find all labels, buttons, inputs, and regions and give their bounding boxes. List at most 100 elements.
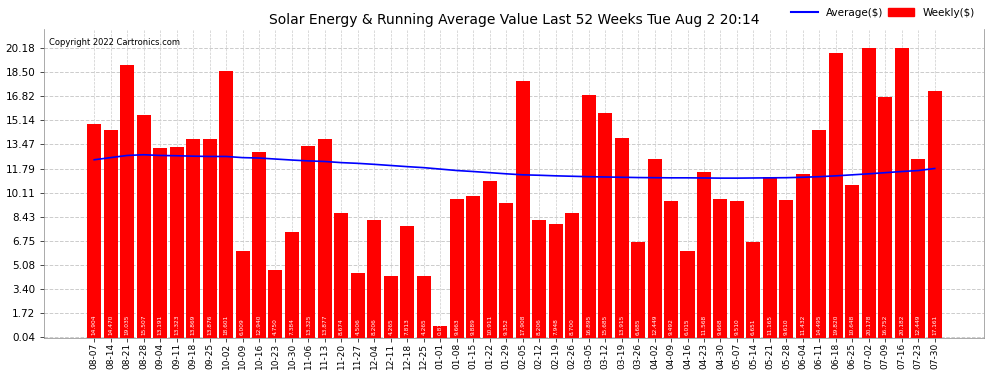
Bar [565, 213, 579, 338]
Bar [417, 276, 431, 338]
Text: 12.449: 12.449 [916, 314, 921, 335]
Bar [137, 115, 150, 338]
Bar [350, 273, 365, 338]
Bar [252, 152, 266, 338]
Text: 13.191: 13.191 [157, 315, 162, 335]
Bar [697, 172, 711, 338]
Bar [615, 138, 629, 338]
Text: Copyright 2022 Cartronics.com: Copyright 2022 Cartronics.com [50, 39, 180, 48]
Bar [219, 71, 233, 338]
Text: 6.685: 6.685 [636, 318, 641, 335]
Text: 20.182: 20.182 [899, 314, 904, 335]
Bar [318, 139, 332, 338]
Bar [434, 326, 447, 338]
Text: 7.813: 7.813 [405, 318, 410, 335]
Text: 10.648: 10.648 [849, 314, 854, 335]
Bar [516, 81, 530, 338]
Text: 13.323: 13.323 [174, 314, 179, 335]
Text: 11.165: 11.165 [767, 315, 772, 335]
Bar [268, 270, 282, 338]
Bar [400, 225, 415, 338]
Text: 9.663: 9.663 [454, 318, 459, 335]
Title: Solar Energy & Running Average Value Last 52 Weeks Tue Aug 2 20:14: Solar Energy & Running Average Value Las… [269, 13, 759, 27]
Bar [730, 201, 743, 338]
Text: 16.895: 16.895 [586, 314, 591, 335]
Bar [895, 48, 909, 338]
Bar [581, 95, 596, 338]
Text: 8.206: 8.206 [372, 318, 377, 335]
Text: 17.908: 17.908 [520, 314, 525, 335]
Bar [203, 139, 217, 338]
Bar [499, 204, 513, 338]
Text: 11.568: 11.568 [702, 315, 707, 335]
Bar [598, 112, 612, 338]
Text: 17.161: 17.161 [933, 315, 938, 335]
Text: 6.651: 6.651 [751, 318, 756, 335]
Bar [367, 220, 381, 338]
Bar [483, 181, 497, 338]
Text: 9.889: 9.889 [471, 318, 476, 335]
Text: 4.265: 4.265 [422, 318, 427, 335]
Text: 12.449: 12.449 [652, 314, 657, 335]
Bar [878, 98, 892, 338]
Text: 9.610: 9.610 [784, 318, 789, 335]
Bar [845, 185, 859, 338]
Bar [861, 48, 876, 338]
Bar [911, 159, 926, 338]
Bar [384, 276, 398, 338]
Bar [647, 159, 661, 338]
Bar [714, 199, 728, 338]
Text: 13.915: 13.915 [619, 314, 624, 335]
Bar [186, 139, 200, 338]
Bar [285, 232, 299, 338]
Bar [680, 251, 695, 338]
Text: 9.510: 9.510 [735, 318, 740, 335]
Text: 8.206: 8.206 [537, 318, 542, 335]
Text: 8.700: 8.700 [569, 318, 574, 335]
Text: 14.495: 14.495 [817, 314, 822, 335]
Text: 8.674: 8.674 [339, 318, 344, 335]
Text: 15.507: 15.507 [142, 314, 147, 335]
Bar [169, 147, 183, 338]
Bar [928, 92, 941, 338]
Bar [153, 148, 167, 338]
Text: 9.492: 9.492 [668, 318, 673, 335]
Bar [779, 200, 793, 338]
Text: 12.940: 12.940 [256, 314, 261, 335]
Legend: Average($), Weekly($): Average($), Weekly($) [787, 4, 979, 22]
Text: 6.015: 6.015 [685, 318, 690, 335]
Bar [533, 220, 546, 338]
Text: 9.668: 9.668 [718, 318, 723, 335]
Text: 16.752: 16.752 [883, 314, 888, 335]
Bar [466, 196, 480, 338]
Text: 11.432: 11.432 [800, 314, 806, 335]
Text: 7.384: 7.384 [289, 318, 294, 335]
Text: 6.009: 6.009 [240, 318, 245, 335]
Bar [829, 53, 842, 338]
Text: 13.869: 13.869 [190, 314, 196, 335]
Text: 13.325: 13.325 [306, 314, 311, 335]
Bar [813, 130, 827, 338]
Bar [548, 224, 562, 338]
Text: 18.601: 18.601 [224, 315, 229, 335]
Text: 19.035: 19.035 [125, 314, 130, 335]
Text: 19.820: 19.820 [834, 314, 839, 335]
Bar [631, 242, 645, 338]
Bar [104, 130, 118, 338]
Text: 13.876: 13.876 [207, 314, 212, 335]
Bar [664, 201, 678, 338]
Bar [763, 177, 777, 338]
Text: 4.506: 4.506 [355, 318, 360, 335]
Text: 10.911: 10.911 [487, 315, 492, 335]
Text: 14.470: 14.470 [108, 314, 113, 335]
Bar [335, 213, 348, 338]
Bar [449, 199, 463, 338]
Text: 4.750: 4.750 [273, 318, 278, 335]
Bar [301, 147, 316, 338]
Text: 20.178: 20.178 [866, 314, 871, 335]
Text: 0.813: 0.813 [438, 318, 443, 335]
Text: 9.352: 9.352 [504, 318, 509, 335]
Text: 7.948: 7.948 [553, 318, 558, 335]
Bar [746, 242, 760, 338]
Bar [87, 124, 101, 338]
